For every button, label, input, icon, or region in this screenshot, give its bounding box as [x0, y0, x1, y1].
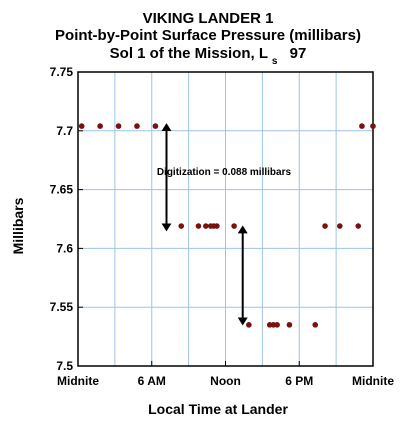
y-tick-label: 7.55 [50, 300, 74, 314]
pressure-data-point [359, 123, 365, 129]
pressure-data-point [312, 322, 319, 328]
pressure-data-point [97, 123, 103, 129]
y-axis-ticks: 7.5 7.55 7.6 7.65 7.7 7.75 [50, 65, 83, 373]
x-tick-label: Noon [210, 374, 241, 388]
pressure-data-point [274, 322, 280, 328]
pressure-data-point [152, 123, 159, 129]
digitization-arrows [161, 123, 248, 326]
pressure-data-point [178, 223, 185, 229]
pressure-data-point [214, 223, 220, 229]
pressure-data-point [115, 123, 122, 129]
pressure-data-point [355, 223, 362, 229]
data-points [78, 123, 376, 328]
x-tick-label: 6 AM [138, 374, 166, 388]
y-axis-label: Millibars [10, 197, 26, 254]
subtitle-2-main: Sol 1 of the Mission, L [110, 45, 268, 62]
pressure-data-point [134, 123, 140, 129]
chart-subtitle-2: Sol 1 of the Mission, L s 97 [110, 45, 307, 68]
y-tick-label: 7.6 [56, 241, 73, 255]
pressure-data-point [231, 223, 237, 229]
x-axis-ticks: Midnite 6 AM Noon 6 PM Midnite [57, 361, 394, 388]
pressure-data-point [246, 322, 252, 328]
pressure-data-point [322, 223, 328, 229]
x-tick-label: 6 PM [285, 374, 313, 388]
grid-lines [77, 71, 374, 367]
y-tick-label: 7.5 [56, 359, 73, 373]
pressure-data-point [286, 322, 293, 328]
pressure-data-point [370, 123, 376, 129]
digitization-annotation: Digitization = 0.088 millibars [157, 167, 292, 178]
x-axis-label: Local Time at Lander [148, 401, 288, 417]
pressure-data-point [337, 223, 343, 229]
pressure-data-point [195, 223, 202, 229]
subtitle-2-subscript: s [272, 56, 278, 67]
chart-subtitle: Point-by-Point Surface Pressure (milliba… [55, 27, 361, 44]
pressure-data-point [203, 223, 209, 229]
chart-title: VIKING LANDER 1 [143, 10, 274, 27]
x-tick-label: Midnite [352, 374, 394, 388]
y-tick-label: 7.7 [56, 124, 73, 138]
subtitle-2-value: 97 [290, 45, 307, 62]
y-tick-label: 7.75 [50, 65, 74, 79]
y-tick-label: 7.65 [50, 183, 74, 197]
x-tick-label: Midnite [57, 374, 99, 388]
pressure-data-point [78, 123, 85, 129]
